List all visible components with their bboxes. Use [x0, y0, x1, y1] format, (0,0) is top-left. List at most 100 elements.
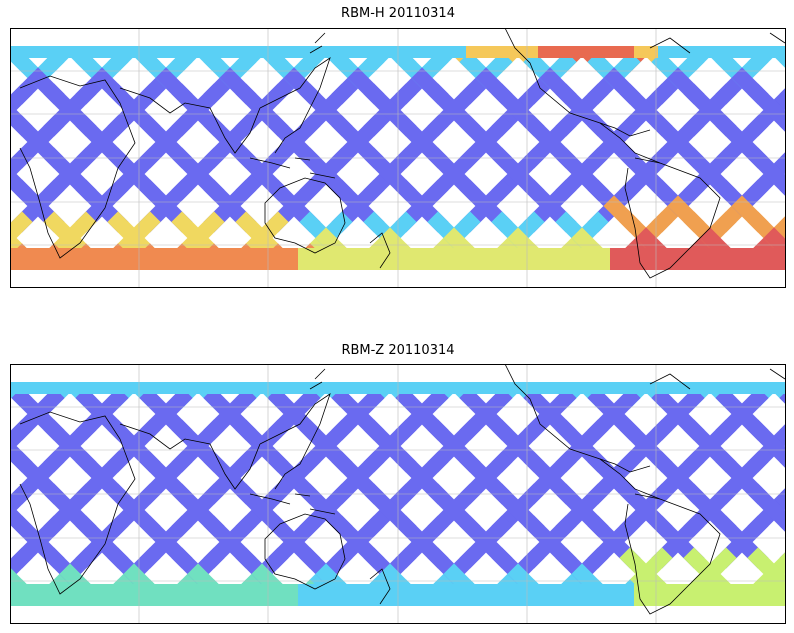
- rbm-z-track-segment: [10, 483, 33, 517]
- rbm-z-top-band-cell: [34, 382, 59, 394]
- rbm-h-coastlines: [19, 28, 786, 279]
- rbm-h-bottom-band-cell: [706, 248, 731, 270]
- rbm-z-bottom-band-cell: [322, 584, 347, 606]
- rbm-z-top-band-cell: [466, 382, 491, 394]
- rbm-z-track-segment: [763, 499, 786, 533]
- rbm-z-coastline-path: [249, 493, 336, 515]
- rbm-h-coastline-path: [649, 32, 786, 54]
- rbm-h-bottom-band-cell: [10, 248, 35, 270]
- rbm-h-bottom-band-cell: [58, 248, 83, 270]
- rbm-h-top-band-cell: [682, 46, 707, 58]
- rbm-h-bottom-band-cell: [370, 248, 395, 270]
- map-panel-rbm-h: [10, 28, 786, 288]
- rbm-h-coastline-path: [19, 75, 136, 259]
- rbm-h-bottom-band-cell: [490, 248, 515, 270]
- rbm-z-bottom-band-cell: [562, 584, 587, 606]
- rbm-z-bottom-band-cell: [178, 584, 203, 606]
- rbm-z-top-band-cell: [514, 382, 539, 394]
- rbm-z-bottom-band-cell: [346, 584, 371, 606]
- rbm-h-top-band-cell: [778, 46, 786, 58]
- rbm-z-bottom-band-cell: [658, 584, 683, 606]
- rbm-h-bottom-band-cell: [730, 248, 755, 270]
- rbm-z-bottom-band-cell: [10, 584, 35, 606]
- rbm-z-top-band-cell: [154, 382, 179, 394]
- rbm-z-top-band-cell: [418, 382, 443, 394]
- rbm-h-top-band-cell: [514, 46, 539, 58]
- rbm-z-bottom-band-cell: [130, 584, 155, 606]
- rbm-h-top-band-cell: [586, 46, 611, 58]
- rbm-h-top-band-cell: [274, 46, 299, 58]
- rbm-h-bottom-band-cell: [322, 248, 347, 270]
- rbm-z-coastline-path: [504, 364, 636, 490]
- rbm-z-top-band-cell: [706, 382, 731, 394]
- rbm-z-bottom-band-cell: [538, 584, 563, 606]
- panel-title-rbm-z: RBM-Z 20110314: [341, 343, 455, 358]
- rbm-z-coastline-path: [649, 368, 786, 390]
- rbm-h-top-band-cell: [418, 46, 443, 58]
- rbm-z-bottom-band-cell: [250, 584, 275, 606]
- rbm-h-coastline-path: [264, 177, 346, 254]
- rbm-z-bottom-band-cell: [490, 584, 515, 606]
- rbm-z-coastline-path: [119, 423, 261, 490]
- rbm-h-map-frame: [10, 28, 786, 288]
- rbm-h-bottom-band-cell: [466, 248, 491, 270]
- rbm-h-bottom-band-cell: [634, 248, 659, 270]
- rbm-h-bottom-band-cell: [778, 248, 786, 270]
- rbm-h-bottom-band-cell: [562, 248, 587, 270]
- rbm-h-bottom-band-cell: [178, 248, 203, 270]
- rbm-h-top-band-cell: [730, 46, 755, 58]
- rbm-h-bottom-band-cell: [346, 248, 371, 270]
- rbm-h-coastline-path: [369, 232, 391, 269]
- rbm-z-bottom-band-cell: [706, 584, 731, 606]
- rbm-z-bottom-band-cell: [394, 584, 419, 606]
- rbm-h-bottom-band-cell: [394, 248, 419, 270]
- rbm-h-bottom-band-cell: [130, 248, 155, 270]
- rbm-h-bottom-band-cell: [226, 248, 251, 270]
- rbm-h-track-segment: [763, 99, 786, 133]
- rbm-z-graticule: [10, 364, 786, 624]
- rbm-h-coastline-path: [599, 122, 661, 164]
- rbm-h-top-band-cell: [34, 46, 59, 58]
- rbm-z-bottom-band-cell: [202, 584, 227, 606]
- rbm-h-coastline-path: [119, 87, 261, 154]
- rbm-z-top-band-cell: [346, 382, 371, 394]
- rbm-z-top-band-cell: [634, 382, 659, 394]
- rbm-z-bottom-band-cell: [514, 584, 539, 606]
- rbm-h-top-band-cell: [250, 46, 275, 58]
- rbm-z-top-band-cell: [202, 382, 227, 394]
- rbm-z-top-band-cell: [58, 382, 83, 394]
- rbm-z-bottom-band-cell: [610, 584, 635, 606]
- rbm-h-bottom-band-cell: [298, 248, 323, 270]
- rbm-h-track-segment: [10, 147, 33, 181]
- rbm-h-bottom-band-cell: [538, 248, 563, 270]
- rbm-h-track-segment: [763, 163, 786, 197]
- rbm-z-bottom-band-cell: [58, 584, 83, 606]
- rbm-h-top-band-cell: [754, 46, 779, 58]
- rbm-h-coastline-path: [504, 28, 636, 154]
- rbm-z-bottom-band-cell: [682, 584, 707, 606]
- rbm-z-top-band-cell: [562, 382, 587, 394]
- rbm-z-coastline-path: [264, 513, 346, 590]
- rbm-h-bottom-band-cell: [586, 248, 611, 270]
- rbm-z-bottom-band-cell: [778, 584, 786, 606]
- rbm-h-top-band-cell: [394, 46, 419, 58]
- rbm-z-top-band-cell: [10, 382, 35, 394]
- rbm-z-bottom-band-cell: [298, 584, 323, 606]
- rbm-z-top-band-cell: [370, 382, 395, 394]
- rbm-z-track-segment: [763, 435, 786, 469]
- rbm-h-bottom-band-cell: [154, 248, 179, 270]
- rbm-z-top-band-cell: [274, 382, 299, 394]
- rbm-h-bottom-band-cell: [106, 248, 131, 270]
- rbm-h-bottom-band-cell: [34, 248, 59, 270]
- rbm-h-bottom-band-cell: [658, 248, 683, 270]
- rbm-z-top-band-cell: [442, 382, 467, 394]
- rbm-h-top-band-cell: [154, 46, 179, 58]
- rbm-h-bottom-band-cell: [754, 248, 779, 270]
- rbm-z-coastline-path: [19, 411, 136, 595]
- rbm-z-top-band-cell: [610, 382, 635, 394]
- rbm-h-top-band-cell: [610, 46, 635, 58]
- rbm-z-top-band-cell: [658, 382, 683, 394]
- rbm-h-top-band-cell: [106, 46, 131, 58]
- rbm-h-bottom-band-cell: [274, 248, 299, 270]
- rbm-h-track-segment: [763, 227, 786, 261]
